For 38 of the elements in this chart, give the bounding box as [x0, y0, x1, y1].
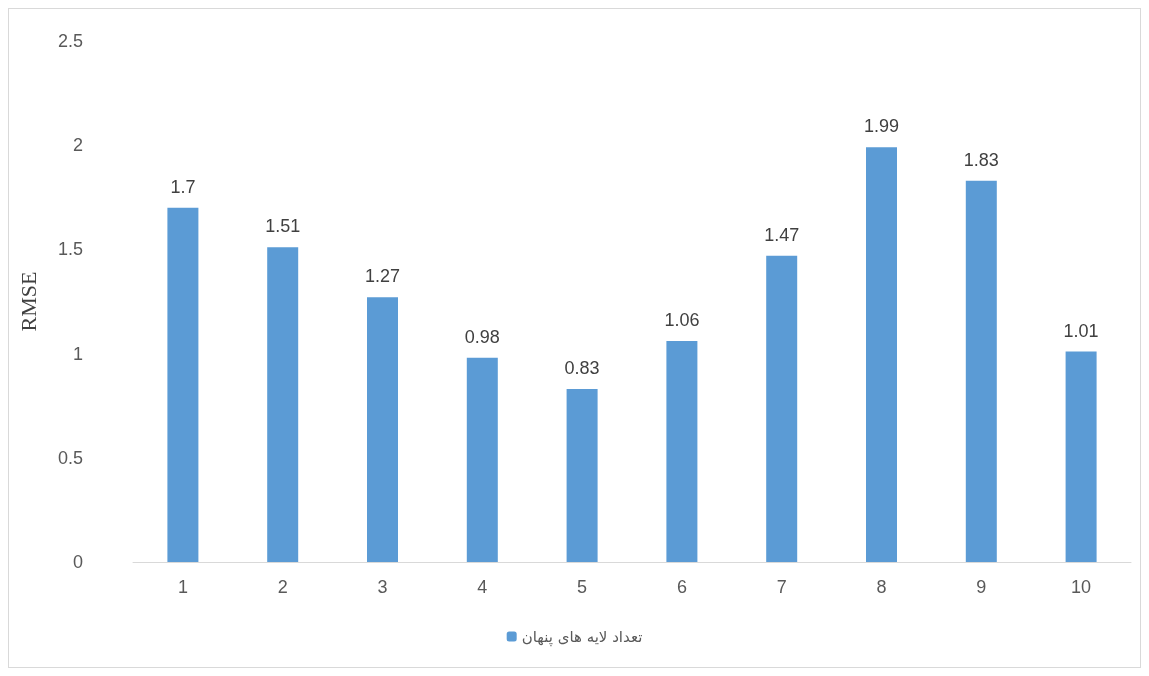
- bar: [566, 389, 598, 562]
- x-tick-label: 10: [1071, 577, 1092, 597]
- y-tick-label: 2.5: [57, 31, 83, 51]
- x-tick-label: 5: [577, 577, 588, 597]
- x-tick-label: 3: [377, 577, 388, 597]
- bar: [666, 341, 698, 562]
- data-label: 0.98: [464, 326, 500, 347]
- data-label: 1.27: [364, 266, 401, 287]
- x-tick-label: 6: [676, 577, 687, 597]
- y-tick-label: 2: [72, 135, 83, 156]
- x-tick-label: 7: [776, 577, 787, 597]
- data-label: 1.7: [170, 176, 196, 197]
- data-label: 1.01: [1063, 320, 1099, 341]
- legend-label: تعداد لایه های پنهان: [521, 627, 643, 647]
- bar: [267, 247, 299, 562]
- data-label: 1.99: [863, 116, 900, 137]
- y-axis-title: RMSE: [15, 271, 41, 332]
- y-tick-label: 0: [72, 552, 83, 572]
- x-tick-label: 1: [177, 577, 188, 597]
- x-tick-label: 9: [976, 577, 987, 597]
- x-tick-label: 8: [876, 577, 887, 597]
- bar: [167, 207, 199, 562]
- data-label: 1.06: [664, 310, 700, 331]
- y-tick-label: 1: [72, 343, 83, 364]
- data-label: 1.51: [265, 216, 301, 237]
- bar: [766, 255, 798, 562]
- bar: [866, 147, 897, 562]
- x-tick-label: 2: [277, 577, 288, 597]
- bar: [1065, 351, 1097, 562]
- data-label: 0.83: [564, 358, 600, 379]
- bar: [965, 180, 997, 562]
- data-label: 1.83: [963, 149, 999, 170]
- bar: [367, 297, 398, 562]
- y-tick-label: 0.5: [57, 447, 83, 468]
- bar: [466, 357, 498, 562]
- x-tick-label: 4: [477, 577, 488, 597]
- data-label: 1.47: [764, 224, 800, 245]
- y-tick-label: 1.5: [57, 239, 83, 260]
